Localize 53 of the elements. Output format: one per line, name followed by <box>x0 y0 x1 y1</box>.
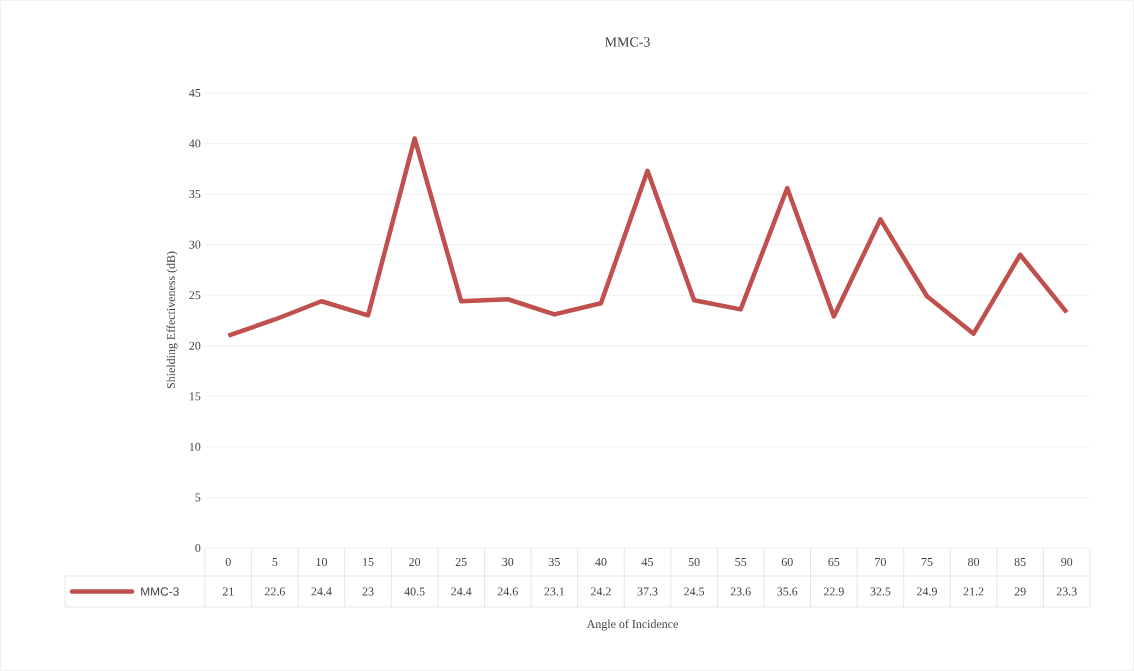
data-label: 22.6 <box>264 587 285 596</box>
data-label: 24.2 <box>591 587 611 596</box>
data-label: 24.9 <box>917 587 937 596</box>
y-tick-label: 25 <box>189 291 201 300</box>
chart-title: MMC-3 <box>605 37 650 47</box>
data-label: 21.2 <box>963 587 984 596</box>
data-label: 32.5 <box>870 587 891 596</box>
data-label: 40.5 <box>404 587 425 596</box>
data-label: 23 <box>362 587 374 596</box>
y-tick-label: 10 <box>189 442 201 451</box>
x-tick-label: 20 <box>409 557 421 567</box>
y-tick-label: 15 <box>189 392 201 401</box>
x-tick-label: 5 <box>272 558 278 566</box>
x-tick-label: 70 <box>875 557 886 567</box>
y-tick-label: 40 <box>189 139 201 148</box>
x-tick-label: 40 <box>595 557 607 567</box>
y-tick-label: 30 <box>189 240 201 249</box>
y-tick-label: 35 <box>189 190 201 199</box>
data-label: 24.4 <box>311 587 332 596</box>
data-label: 23.6 <box>730 587 751 596</box>
x-tick-label: 15 <box>363 557 374 566</box>
x-tick-label: 30 <box>502 557 514 567</box>
data-label: 24.4 <box>451 587 472 596</box>
data-label: 23.1 <box>544 587 565 596</box>
x-tick-label: 45 <box>641 557 654 566</box>
x-tick-label: 55 <box>735 558 747 566</box>
y-axis-title: Shielding Effectiveness (dB) <box>166 251 178 389</box>
y-tick-label: 20 <box>189 341 201 350</box>
x-axis-title: Angle of Incidence <box>586 619 678 631</box>
data-label: 22.9 <box>823 587 844 596</box>
data-label: 35.6 <box>777 587 798 596</box>
y-tick-label: 5 <box>195 493 201 502</box>
x-tick-label: 10 <box>316 557 327 567</box>
x-tick-label: 85 <box>1014 557 1026 567</box>
data-label: 23.3 <box>1056 587 1077 596</box>
data-label: 24.5 <box>684 587 705 596</box>
x-tick-label: 90 <box>1061 557 1073 567</box>
y-tick-label: 45 <box>189 88 201 97</box>
x-tick-label: 0 <box>225 557 231 567</box>
x-tick-label: 80 <box>968 557 980 567</box>
x-tick-label: 75 <box>921 558 933 566</box>
x-tick-label: 25 <box>455 557 467 566</box>
data-label: 29 <box>1014 587 1026 596</box>
data-label: 37.3 <box>637 587 658 596</box>
y-tick-label: 0 <box>195 543 201 553</box>
data-label: 24.6 <box>497 587 518 596</box>
x-tick-label: 35 <box>548 557 560 566</box>
x-tick-label: 60 <box>781 557 793 567</box>
text: MMC-3 <box>141 587 179 596</box>
x-tick-label: 65 <box>828 557 840 566</box>
data-label: 21 <box>222 587 234 596</box>
line-series <box>226 136 1069 338</box>
x-tick-label: 50 <box>688 557 700 567</box>
